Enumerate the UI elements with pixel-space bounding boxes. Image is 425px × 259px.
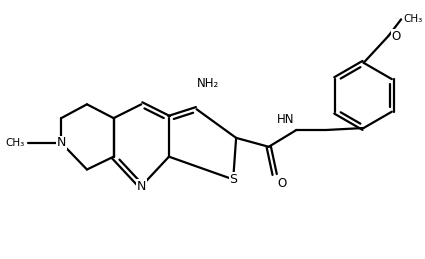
Text: O: O [391,30,400,43]
Text: S: S [229,173,237,186]
Text: CH₃: CH₃ [403,14,422,24]
Text: NH₂: NH₂ [197,77,219,90]
Text: N: N [57,136,66,149]
Text: HN: HN [277,113,295,126]
Text: CH₃: CH₃ [6,138,25,148]
Text: N: N [136,180,146,193]
Text: O: O [278,177,287,190]
